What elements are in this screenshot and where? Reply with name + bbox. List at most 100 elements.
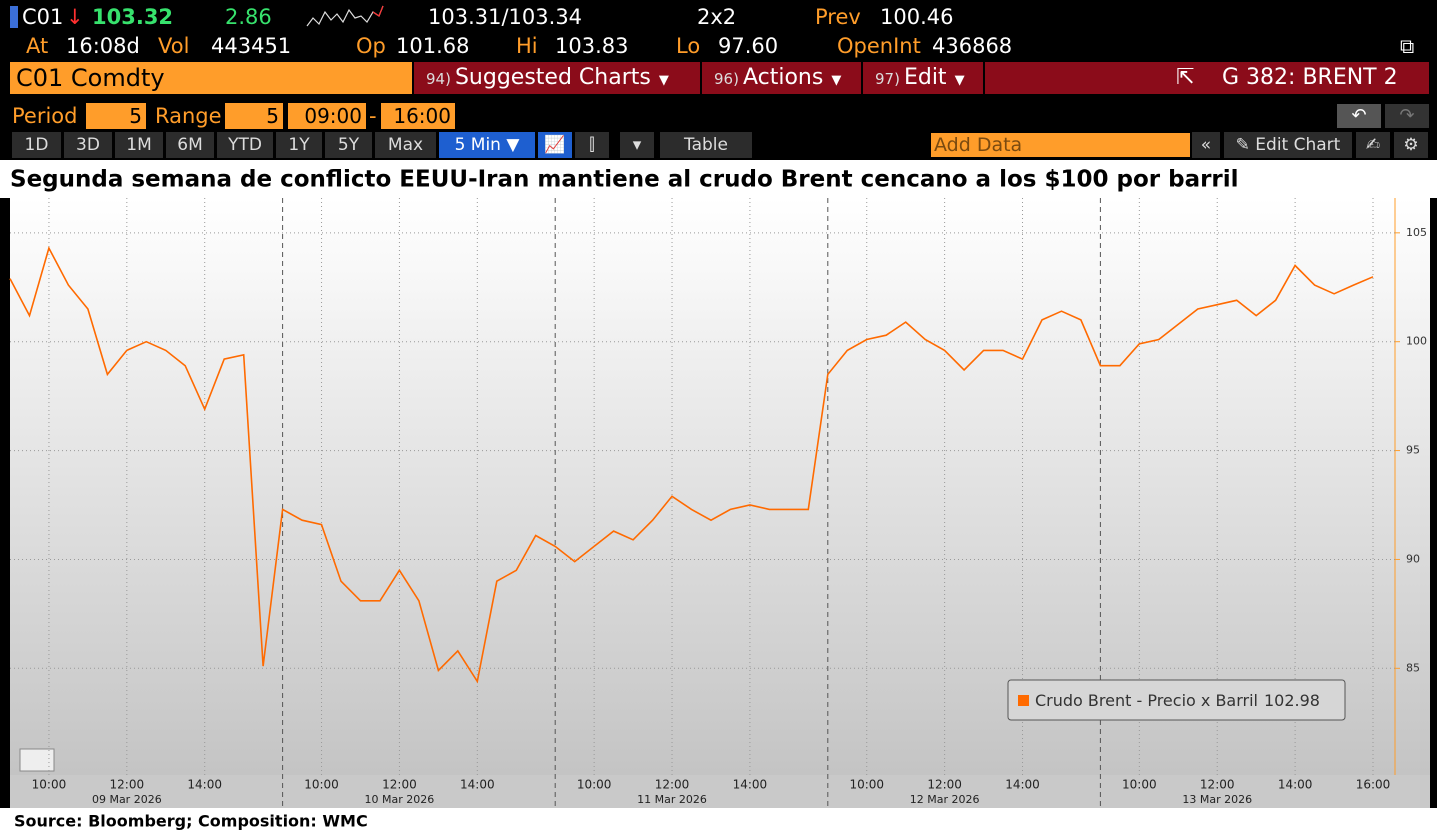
menu-caret: ▼ bbox=[831, 73, 842, 88]
menu-button[interactable]: 94) Suggested Charts ▼ bbox=[414, 62, 702, 94]
open-interest: 436868 bbox=[932, 34, 1013, 58]
x-tick-label: 12:00 bbox=[1200, 778, 1235, 792]
high-label: Hi bbox=[516, 34, 538, 58]
prev-label: Prev bbox=[815, 5, 861, 29]
legend-value: 102.98 bbox=[1264, 691, 1320, 710]
period-input[interactable]: 5 bbox=[86, 103, 146, 129]
chart-id: G 382: BRENT 2 bbox=[1222, 65, 1398, 90]
prev: 100.46 bbox=[880, 5, 954, 29]
bar-chart-button[interactable]: ⫿ bbox=[575, 132, 609, 158]
y-tick-label: 100 bbox=[1406, 335, 1427, 348]
from-input[interactable]: 09:00 bbox=[288, 103, 366, 129]
collapse-button[interactable]: « bbox=[1192, 132, 1220, 158]
undo-button[interactable]: ↶ bbox=[1337, 104, 1381, 128]
range-tab[interactable]: 1M bbox=[115, 132, 163, 158]
range-label: Range bbox=[155, 104, 222, 128]
to-input[interactable]: 16:00 bbox=[381, 103, 455, 129]
range-separator: - bbox=[369, 104, 377, 128]
range-tab[interactable]: 1Y bbox=[276, 132, 322, 158]
range-input[interactable]: 5 bbox=[225, 103, 283, 129]
chart-type-dropdown[interactable]: ▾ bbox=[620, 132, 654, 158]
edit-chart-button[interactable]: ✎ Edit Chart bbox=[1224, 132, 1352, 158]
price-line bbox=[9, 245, 1374, 684]
y-tick-label: 90 bbox=[1406, 552, 1420, 565]
footer: Source: Bloomberg; Composition: WMC bbox=[14, 812, 368, 831]
time: 16:08d bbox=[66, 34, 140, 58]
x-tick-label: 14:00 bbox=[460, 778, 495, 792]
ticker-marker bbox=[10, 6, 18, 28]
chart: Segunda semana de conflicto EEUU-Iran ma… bbox=[0, 160, 1437, 836]
security-field[interactable]: C01 Comdty bbox=[10, 62, 412, 94]
popout-icon[interactable]: ⧉ bbox=[1400, 34, 1415, 58]
sparkline bbox=[306, 5, 384, 27]
interval-dropdown[interactable]: 5 Min ▼ bbox=[439, 132, 535, 158]
at-label: At bbox=[26, 34, 49, 58]
redo-button[interactable]: ↷ bbox=[1385, 104, 1429, 128]
open-label: Op bbox=[356, 34, 386, 58]
menu-caret: ▼ bbox=[658, 73, 669, 88]
range-tab[interactable]: 1D bbox=[12, 132, 61, 158]
x-axis-background bbox=[10, 775, 1430, 808]
x-tick-label: 12:00 bbox=[655, 778, 690, 792]
interval: 5 Min bbox=[454, 135, 501, 155]
legend-name: Crudo Brent - Precio x Barril bbox=[1035, 691, 1258, 710]
x-tick-label: 10:00 bbox=[32, 778, 67, 792]
table-button[interactable]: Table bbox=[660, 132, 752, 158]
bid-ask: 103.31/103.34 bbox=[428, 5, 583, 29]
open-interest-label: OpenInt bbox=[837, 34, 921, 58]
x-tick-label: 10:00 bbox=[1122, 778, 1157, 792]
date-label: 11 Mar 2026 bbox=[637, 793, 707, 806]
volume: 443451 bbox=[211, 34, 292, 58]
menu-label: Actions bbox=[742, 65, 824, 90]
high: 103.83 bbox=[555, 34, 629, 58]
date-label: 13 Mar 2026 bbox=[1182, 793, 1252, 806]
size: 2x2 bbox=[697, 5, 737, 29]
menu-caret: ▼ bbox=[954, 73, 965, 88]
range-tab[interactable]: YTD bbox=[217, 132, 273, 158]
menu-label: Edit bbox=[903, 65, 947, 90]
settings-button[interactable]: ⚙ bbox=[1394, 132, 1428, 158]
export-icon[interactable]: ⇱ bbox=[1176, 65, 1195, 90]
range-tab[interactable]: 6M bbox=[166, 132, 214, 158]
y-tick-label: 105 bbox=[1406, 226, 1427, 239]
x-tick-label: 14:00 bbox=[1005, 778, 1040, 792]
add-data-input[interactable]: Add Data bbox=[931, 133, 1190, 157]
menu-button[interactable]: 96) Actions ▼ bbox=[702, 62, 863, 94]
open: 101.68 bbox=[396, 34, 470, 58]
x-tick-label: 10:00 bbox=[304, 778, 339, 792]
footer-background bbox=[0, 808, 1437, 836]
x-tick-label: 14:00 bbox=[733, 778, 768, 792]
title-background bbox=[0, 160, 1437, 198]
menu-number: 96) bbox=[714, 70, 739, 88]
down-arrow: ↓ bbox=[66, 5, 84, 29]
menu-number: 97) bbox=[875, 70, 900, 88]
menu-bar: ⇱ G 382: BRENT 2 94) Suggested Charts ▼ 96)… bbox=[414, 62, 1429, 94]
menu-button[interactable]: 97) Edit ▼ bbox=[863, 62, 985, 94]
x-tick-label: 14:00 bbox=[187, 778, 222, 792]
low: 97.60 bbox=[718, 34, 779, 58]
line-chart-button[interactable]: 📈 bbox=[538, 132, 572, 158]
range-tab[interactable]: Max bbox=[375, 132, 436, 158]
x-tick-label: 14:00 bbox=[1278, 778, 1313, 792]
menu-label: Suggested Charts bbox=[454, 65, 651, 90]
legend-swatch bbox=[1018, 695, 1029, 706]
edit-chart-label: Edit Chart bbox=[1255, 135, 1341, 155]
low-label: Lo bbox=[676, 34, 701, 58]
chart-menu-icon[interactable] bbox=[19, 748, 55, 772]
range-tab[interactable]: 5Y bbox=[325, 132, 372, 158]
range-tab[interactable]: 3D bbox=[64, 132, 112, 158]
menu-number: 94) bbox=[426, 70, 451, 88]
legend-entry: Crudo Brent - Precio x Barril 102.98 bbox=[1035, 691, 1320, 710]
x-tick-label: 16:00 bbox=[1356, 778, 1391, 792]
x-tick-label: 12:00 bbox=[927, 778, 962, 792]
x-tick-label: 10:00 bbox=[577, 778, 612, 792]
period-label: Period bbox=[12, 104, 78, 128]
date-label: 09 Mar 2026 bbox=[92, 793, 162, 806]
x-tick-label: 10:00 bbox=[849, 778, 884, 792]
annotate-button[interactable]: ✍ bbox=[1356, 132, 1390, 158]
plot-background bbox=[10, 198, 1430, 775]
date-label: 10 Mar 2026 bbox=[365, 793, 435, 806]
x-tick-label: 12:00 bbox=[382, 778, 417, 792]
vol-label: Vol bbox=[158, 34, 190, 58]
